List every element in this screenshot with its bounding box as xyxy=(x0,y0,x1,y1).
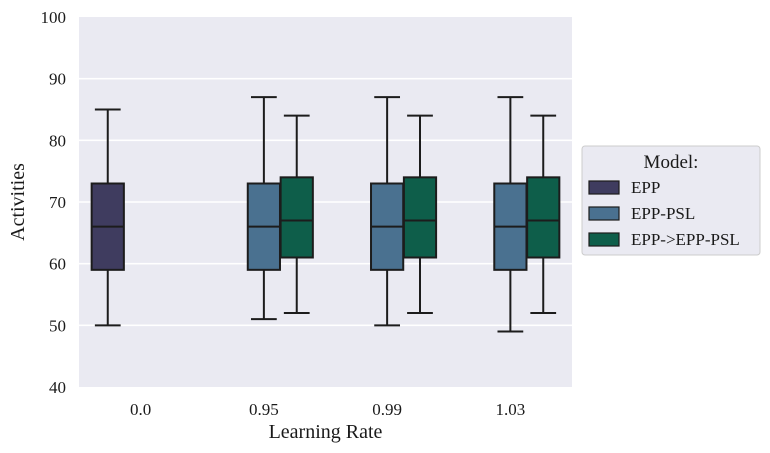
y-tick-label: 40 xyxy=(49,378,66,397)
legend-label: EPP xyxy=(631,178,660,197)
legend-swatch xyxy=(588,206,620,221)
legend-label: EPP-PSL xyxy=(631,204,695,223)
box-1-1 xyxy=(246,96,281,321)
box-body xyxy=(402,176,438,259)
box-2-2 xyxy=(402,114,438,314)
y-tick-label: 60 xyxy=(49,255,66,274)
x-tick-labels: 0.0 0.95 0.99 1.03 xyxy=(130,400,525,419)
legend: Model: EPP EPP-PSL EPP->EPP-PSL xyxy=(581,145,761,256)
box-2-3 xyxy=(526,114,561,314)
x-tick-label: 0.0 xyxy=(130,400,151,419)
box-1-3 xyxy=(493,96,528,333)
box-0-0 xyxy=(90,108,125,327)
box-body xyxy=(279,176,314,259)
box-body xyxy=(526,176,561,259)
box-1-2 xyxy=(370,96,405,327)
legend-swatch xyxy=(588,180,620,195)
legend-title: Model: xyxy=(644,152,699,173)
x-tick-label: 0.99 xyxy=(372,400,402,419)
legend-label: EPP->EPP-PSL xyxy=(631,230,740,249)
legend-swatch xyxy=(588,232,620,247)
legend-entries: EPP EPP-PSL EPP->EPP-PSL xyxy=(588,178,740,249)
box-series xyxy=(90,96,561,333)
y-tick-label: 80 xyxy=(49,131,66,150)
grid-lines xyxy=(79,77,572,327)
y-axis-title: Activities xyxy=(7,163,29,241)
y-tick-label: 70 xyxy=(49,193,66,212)
box-2-1 xyxy=(279,114,314,314)
y-tick-label: 50 xyxy=(49,316,66,335)
x-tick-label: 0.95 xyxy=(249,400,279,419)
legend-frame xyxy=(581,145,761,256)
x-tick-label: 1.03 xyxy=(496,400,526,419)
y-tick-label: 90 xyxy=(49,70,66,89)
y-tick-labels: 40 50 60 70 80 90 100 xyxy=(41,8,67,397)
x-axis-title: Learning Rate xyxy=(269,421,383,443)
y-tick-label: 100 xyxy=(41,8,67,27)
